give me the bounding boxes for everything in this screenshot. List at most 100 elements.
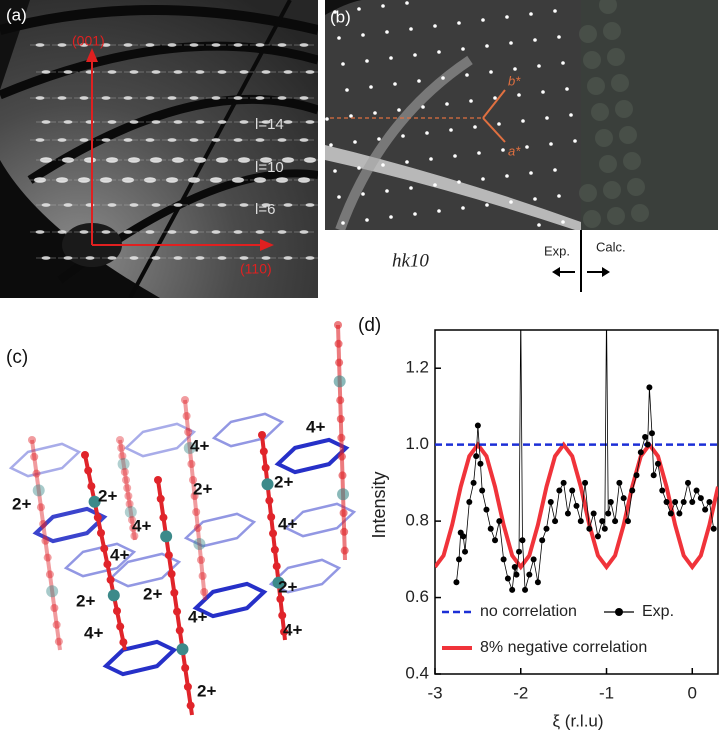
atom: [97, 529, 105, 537]
panel-label: (d): [358, 315, 381, 336]
valence-label: 2+: [274, 472, 293, 491]
data-point: [654, 460, 661, 467]
data-point: [556, 487, 563, 494]
data-point: [605, 510, 612, 517]
spot: [561, 61, 565, 65]
atom: [186, 701, 195, 710]
spot: [461, 47, 465, 51]
spot: [255, 138, 265, 142]
data-point: [577, 518, 584, 525]
atom: [200, 588, 209, 596]
spot: [525, 145, 529, 149]
spot: [211, 96, 221, 100]
data-point: [473, 453, 480, 460]
calc-spot: [579, 184, 597, 202]
data-point: [573, 502, 580, 509]
calc-spot: [615, 100, 633, 118]
data-point: [642, 434, 649, 441]
spot: [85, 256, 95, 260]
spot: [401, 134, 405, 138]
spot: [341, 62, 345, 66]
spot: [299, 96, 309, 100]
arrowhead: [552, 267, 560, 277]
atom: [334, 321, 342, 329]
atom: [93, 513, 102, 522]
spot: [107, 120, 117, 124]
atom: [183, 442, 196, 454]
data-point: [659, 487, 666, 494]
data-point: [644, 441, 651, 448]
spot: [261, 203, 271, 207]
spot: [57, 96, 67, 100]
data-point: [607, 499, 614, 505]
spot: [63, 256, 73, 260]
atom: [181, 664, 190, 672]
spot: [489, 70, 493, 74]
atom: [119, 638, 128, 647]
crystal-structure: 4+4+2+ 2+ 2+ 2+4+ 4+4+2+ 2+ 2+4+ 4+4+2+: [8, 321, 357, 716]
atom: [182, 412, 191, 420]
spot: [189, 230, 199, 234]
spot: [167, 96, 177, 100]
spot: [188, 177, 200, 183]
spot: [189, 138, 199, 142]
atom: [265, 496, 274, 505]
atom: [84, 466, 93, 475]
spot: [405, 1, 409, 5]
spot: [305, 120, 315, 124]
spot: [573, 139, 577, 143]
spot: [233, 230, 243, 234]
data-point: [693, 487, 700, 494]
spot: [409, 186, 413, 190]
data-point: [590, 510, 597, 517]
axis-label: (110): [240, 261, 272, 277]
spot: [41, 120, 51, 124]
spot: [385, 189, 389, 193]
spot: [373, 111, 377, 115]
atom: [160, 530, 173, 543]
spot: [557, 194, 561, 198]
calc-spot: [583, 210, 601, 228]
data-point: [648, 430, 655, 437]
spot: [189, 96, 199, 100]
ring: [123, 422, 197, 458]
calc-spot: [623, 152, 641, 170]
spot: [233, 138, 243, 142]
calc-spot: [631, 204, 649, 222]
data-point: [637, 449, 644, 456]
spot: [239, 203, 249, 207]
spot: [238, 157, 250, 163]
calc-spot: [603, 22, 621, 40]
spot: [477, 151, 481, 155]
data-point: [624, 518, 631, 525]
y-tick-label: 1.0: [405, 434, 429, 453]
atom: [28, 436, 36, 444]
valence-label: 2+: [12, 494, 31, 513]
atom: [192, 508, 201, 516]
spot: [172, 157, 184, 163]
layer-label: l=10: [255, 159, 284, 176]
atom: [339, 509, 348, 517]
atom: [120, 468, 129, 476]
atom: [117, 444, 126, 452]
data-point: [616, 479, 623, 486]
atom: [175, 626, 184, 635]
spot: [101, 43, 111, 47]
spot: [365, 59, 369, 63]
spot: [533, 197, 537, 201]
atom: [87, 482, 96, 491]
spot: [63, 203, 73, 207]
spot: [145, 230, 155, 234]
atom: [32, 484, 45, 497]
spot: [173, 70, 183, 74]
spot: [35, 43, 45, 47]
spot: [145, 43, 155, 47]
valence-label: 2+: [278, 577, 297, 596]
ring: [283, 502, 357, 538]
spot: [413, 53, 417, 57]
atom: [278, 611, 287, 620]
spot: [78, 177, 90, 183]
series-line: [456, 330, 715, 591]
x-tick-label: -2: [513, 683, 528, 702]
valence-label: 2+: [143, 584, 162, 603]
